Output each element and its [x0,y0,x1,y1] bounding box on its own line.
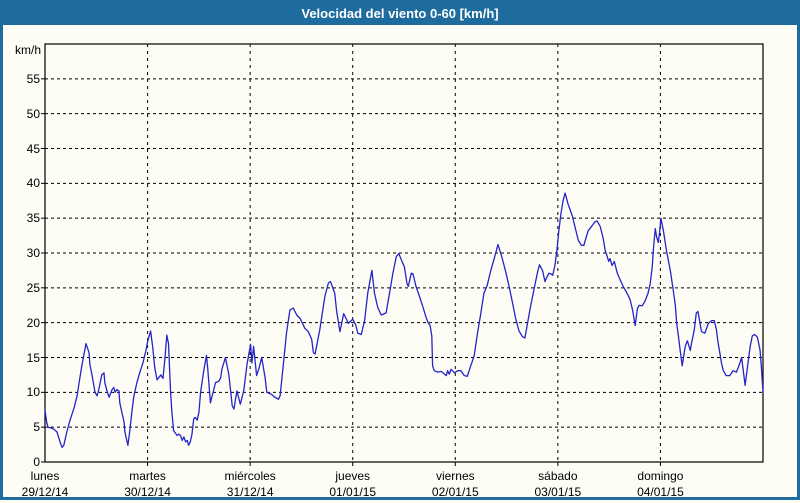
y-tick-label: 20 [26,315,40,330]
y-tick-label: 5 [33,420,40,435]
x-date-label: 31/12/14 [226,485,274,499]
x-day-name-label: martes [129,469,166,483]
y-tick-label: 55 [26,71,40,86]
x-day-name-label: jueves [335,469,371,483]
chart-title: Velocidad del viento 0-60 [km/h] [301,6,499,21]
x-date-label: 03/01/15 [534,485,582,499]
title-bar: Velocidad del viento 0-60 [km/h] [3,3,797,25]
x-day-name-label: domingo [637,469,684,483]
plot-border [44,43,764,463]
y-tick-label: 10 [26,385,40,400]
y-tick-label: 0 [33,455,40,469]
y-tick-label: 40 [26,176,40,191]
y-tick-label: 15 [26,350,40,365]
y-tick-label: 35 [26,211,40,226]
y-axis-unit-label: km/h [14,43,41,57]
x-day-name-label: lunes [30,469,60,483]
x-day-name-label: sábado [538,469,578,483]
x-date-label: 30/12/14 [124,485,171,499]
x-day-name-label: viernes [435,469,475,483]
y-tick-label: 45 [26,141,40,156]
plot-area [41,43,764,466]
x-date-label: 02/01/15 [431,485,479,499]
y-tick-label: 25 [26,280,40,295]
x-day-name-label: miércoles [224,469,276,483]
x-date-label: 29/12/14 [21,485,69,499]
x-date-label: 04/01/15 [637,485,684,499]
y-tick-label: 30 [26,246,40,260]
wind-speed-line [44,192,764,449]
x-date-label: 01/01/15 [329,485,377,499]
y-tick-label: 50 [26,106,40,121]
